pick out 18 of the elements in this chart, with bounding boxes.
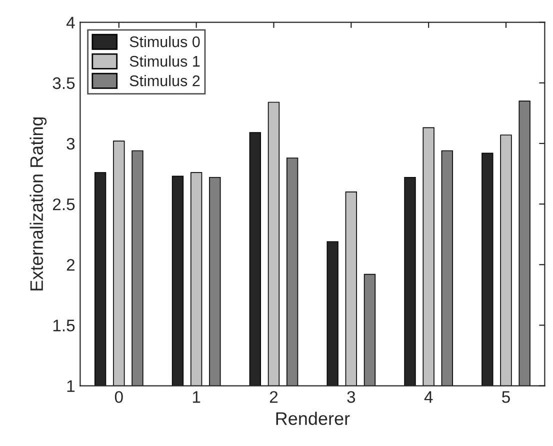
y-tick-label: 3.5 xyxy=(52,77,75,90)
y-tick-label: 1.5 xyxy=(53,320,75,332)
x-tick-label: 5 xyxy=(502,391,510,403)
y-tick-label: 4 xyxy=(66,16,75,28)
x-tick-label: 2 xyxy=(270,391,278,403)
y-tick-label: 1 xyxy=(67,380,75,392)
y-tick-label: 2 xyxy=(66,259,74,271)
x-tick-label: 1 xyxy=(192,391,200,403)
y-tick-label: 2.5 xyxy=(52,198,75,210)
x-tick-label: 0 xyxy=(114,391,123,403)
x-tick-label: 3 xyxy=(347,391,356,403)
legend-label: Stimulus 1 xyxy=(130,55,200,67)
x-tick-label: 4 xyxy=(424,391,433,403)
y-axis-title: Externalization Rating xyxy=(30,117,47,290)
y-tick-label: 3 xyxy=(66,138,75,150)
x-axis-title: Renderer xyxy=(276,412,350,426)
legend-label: Stimulus 0 xyxy=(130,36,200,48)
legend-label: Stimulus 2 xyxy=(130,75,200,86)
